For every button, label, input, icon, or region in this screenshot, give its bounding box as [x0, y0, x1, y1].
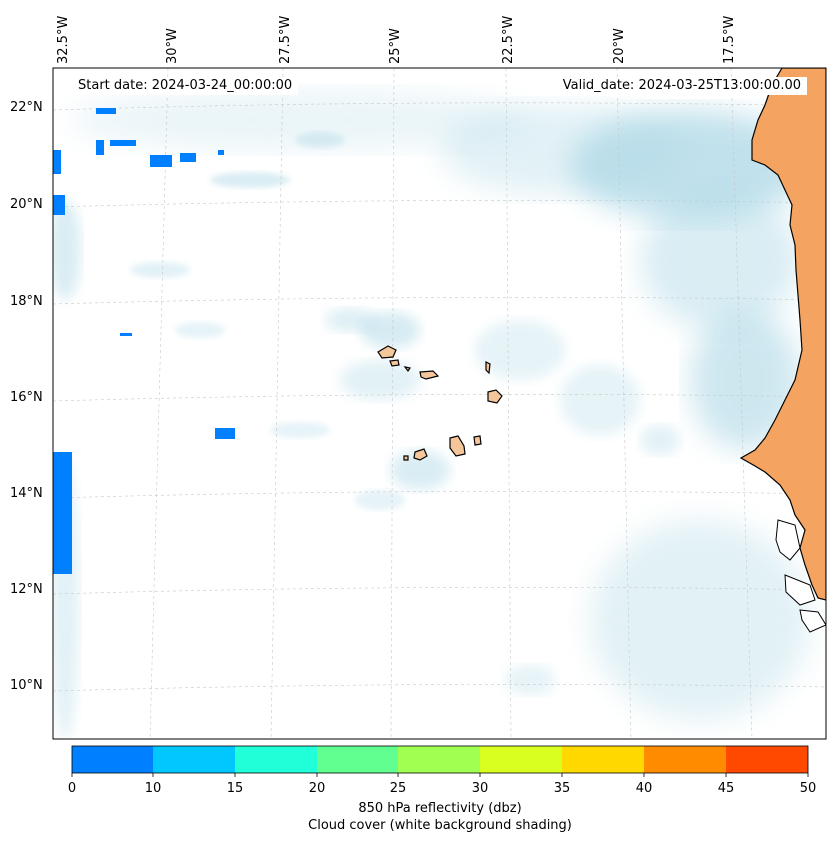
cloud-cover-shading	[53, 90, 810, 739]
lon-label: 20°W	[612, 28, 627, 64]
colorbar-tick-label: 50	[799, 781, 817, 796]
colorbar-tick-label: 35	[553, 781, 571, 796]
colorbar-segment	[72, 746, 154, 773]
lon-label: 27.5°W	[278, 16, 293, 64]
graticule	[53, 68, 826, 739]
coast-detail	[775, 519, 826, 633]
lon-label: 25°W	[388, 28, 403, 64]
colorbar-tick-label: 45	[717, 781, 735, 796]
colorbar-frame	[71, 745, 809, 774]
colorbar-tick-label: 20	[308, 781, 326, 796]
colorbar-segment	[562, 746, 644, 773]
longitude-labels: 32.5°W 30°W 27.5°W 25°W 22.5°W 20°W 17.5…	[56, 16, 737, 64]
start-date-label: Start date: 2024-03-24_00:00:00	[72, 77, 299, 95]
lon-label: 17.5°W	[722, 16, 737, 64]
lat-label: 22°N	[10, 100, 43, 115]
colorbar-subtitle: Cloud cover (white background shading)	[308, 818, 572, 833]
lon-label: 30°W	[165, 28, 180, 64]
valid-date-label: Valid_date: 2024-03-25T13:00:00.00	[556, 77, 807, 95]
colorbar-tick-label: 10	[144, 781, 162, 796]
colorbar	[71, 745, 809, 777]
lat-label: 20°N	[10, 197, 43, 212]
colorbar-segment	[644, 746, 726, 773]
cape-verde-islands	[377, 345, 503, 461]
lon-label: 22.5°W	[501, 16, 516, 64]
colorbar-segment	[480, 746, 562, 773]
latitude-labels: 22°N 20°N 18°N 16°N 14°N 12°N 10°N	[10, 100, 43, 693]
colorbar-tick-label: 15	[226, 781, 244, 796]
colorbar-tick-label: 25	[389, 781, 407, 796]
colorbar-segment	[398, 746, 480, 773]
lat-label: 18°N	[10, 294, 43, 309]
lat-label: 16°N	[10, 390, 43, 405]
colorbar-segment	[317, 746, 399, 773]
map-frame	[52, 67, 827, 740]
lat-label: 12°N	[10, 582, 43, 597]
colorbar-title: 850 hPa reflectivity (dbz)	[358, 801, 522, 816]
lon-label: 32.5°W	[56, 16, 71, 64]
colorbar-segment	[726, 746, 808, 773]
colorbar-tick-label: 0	[67, 781, 77, 796]
colorbar-segment	[235, 746, 317, 773]
reflectivity-patches	[53, 108, 235, 574]
lat-label: 10°N	[10, 678, 43, 693]
lat-label: 14°N	[10, 486, 43, 501]
colorbar-tick-label: 30	[471, 781, 489, 796]
african-coast-land	[739, 68, 826, 601]
colorbar-segment	[153, 746, 235, 773]
colorbar-tick-label: 40	[635, 781, 653, 796]
